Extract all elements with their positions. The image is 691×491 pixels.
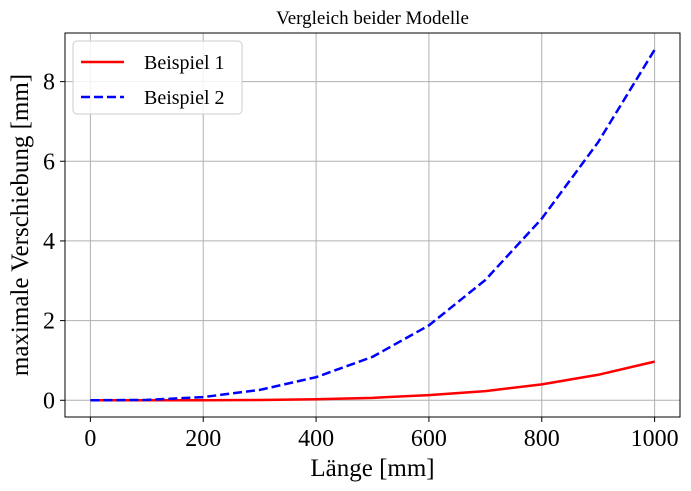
plot-frame — [64, 32, 681, 418]
y-tick-label: 6 — [43, 149, 55, 175]
grid-lines — [65, 33, 680, 417]
y-axis-label: maximale Verschiebung [mm] — [7, 74, 34, 376]
series-line-2 — [90, 49, 656, 402]
x-tick-label: 600 — [411, 426, 447, 452]
x-tick-label: 800 — [524, 426, 560, 452]
y-tick-label: 8 — [43, 70, 55, 96]
series-lines — [90, 49, 656, 402]
chart-title: Vergleich beider Modelle — [276, 8, 469, 29]
x-tick-label: 400 — [298, 426, 334, 452]
x-tick-label: 0 — [84, 426, 96, 452]
x-tick-label: 1000 — [631, 426, 679, 452]
y-tick-label: 0 — [43, 388, 55, 414]
legend-label-2: Beispiel 2 — [144, 87, 225, 109]
x-tick-label: 200 — [185, 426, 221, 452]
series-line-1 — [90, 360, 655, 402]
x-axis-label: Länge [mm] — [310, 455, 434, 482]
y-tick-label: 2 — [43, 309, 55, 335]
legend-label-1: Beispiel 1 — [144, 52, 225, 74]
axis-ticks: 0 200 400 600 800 1000 0 2 4 6 8 — [43, 70, 679, 452]
y-tick-label: 4 — [43, 229, 55, 255]
legend: Beispiel 1 Beispiel 2 — [72, 40, 243, 115]
